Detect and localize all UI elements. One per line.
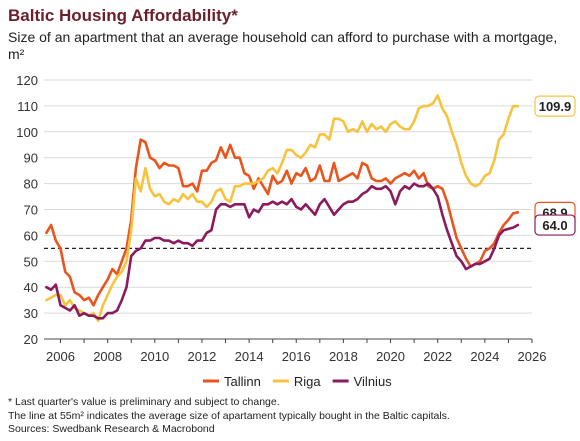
legend-label-tallinn: Tallinn xyxy=(224,374,261,389)
x-tick-label: 2006 xyxy=(46,349,75,364)
legend-label-riga: Riga xyxy=(294,374,322,389)
chart-title: Baltic Housing Affordability* xyxy=(8,6,238,25)
end-value-label: 109.9 xyxy=(539,99,572,114)
chart-subtitle: Size of an apartment that an average hou… xyxy=(8,29,558,62)
note-sources: Sources: Swedbank Research & Macrobond xyxy=(8,423,215,435)
x-tick-label: 2014 xyxy=(235,349,264,364)
y-tick-label: 20 xyxy=(24,332,38,347)
series-line-riga xyxy=(45,94,520,323)
line-chart: 20 30 40 50 60 70 80 90 100 110 120 2006 2008 2010 201… xyxy=(16,73,576,389)
y-tick-label: 90 xyxy=(24,151,38,166)
x-tick-label: 2024 xyxy=(470,349,499,364)
y-tick-label: 30 xyxy=(24,306,38,321)
y-tick-label: 80 xyxy=(24,177,38,192)
y-tick-label: 50 xyxy=(24,254,38,269)
x-tick-label: 2020 xyxy=(376,349,405,364)
x-tick-label: 2022 xyxy=(423,349,452,364)
y-tick-label: 110 xyxy=(17,99,38,114)
end-label-box xyxy=(534,214,576,236)
series-line-vilnius xyxy=(45,182,520,320)
y-tick-label: 60 xyxy=(24,228,38,243)
note-reference-line: The line at 55m² indicates the average s… xyxy=(8,409,450,422)
x-tick-label: 2026 xyxy=(518,349,547,364)
end-value-label: 64.0 xyxy=(542,218,567,233)
x-tick-label: 2010 xyxy=(140,349,169,364)
x-tick-label: 2018 xyxy=(329,349,358,364)
y-tick-label: 40 xyxy=(24,280,38,295)
legend-label-vilnius: Vilnius xyxy=(354,374,393,389)
y-tick-label: 100 xyxy=(16,125,38,140)
x-tick-label: 2012 xyxy=(187,349,216,364)
x-tick-label: 2008 xyxy=(93,349,122,364)
y-tick-label: 120 xyxy=(16,73,38,88)
chart-notes: * Last quarter's value is preliminary an… xyxy=(8,396,450,437)
y-tick-label: 70 xyxy=(24,203,38,218)
note-preliminary: * Last quarter's value is preliminary an… xyxy=(8,396,280,408)
series-line-tallinn xyxy=(45,138,520,307)
end-label-box xyxy=(534,95,576,117)
x-tick-label: 2016 xyxy=(282,349,311,364)
